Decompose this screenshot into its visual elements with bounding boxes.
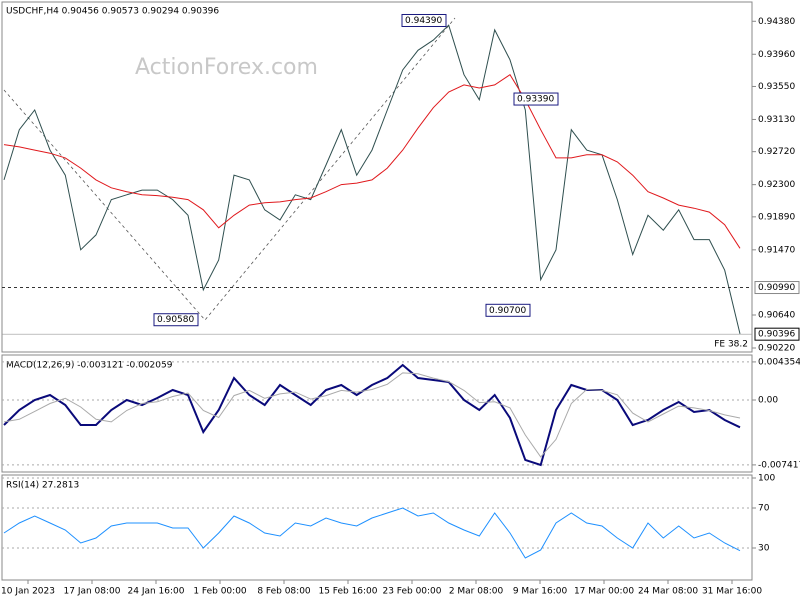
- y-tick-label: -0.007417: [758, 460, 800, 470]
- y-tick-label: 0.94380: [758, 17, 795, 27]
- x-tick-label: 1 Feb 00:00: [193, 587, 247, 597]
- annotation-label: 0.93390: [517, 95, 554, 105]
- y-tick-label: 100: [758, 474, 775, 484]
- chart-title: USDCHF,H4 0.90456 0.90573 0.90294 0.9039…: [6, 7, 219, 17]
- y-tick-label: 30: [758, 544, 770, 554]
- series-line: [3, 24, 741, 335]
- y-tick-label: 0.90640: [758, 311, 795, 321]
- series-line: [3, 507, 741, 559]
- y-tick-label: 0.92720: [758, 147, 795, 157]
- level-label: 0.90990: [758, 283, 795, 293]
- annotation-box: [513, 92, 559, 106]
- rsi-title: RSI(14) 27.2813: [6, 481, 79, 491]
- x-tick-label: 10 Jan 2023: [1, 587, 55, 597]
- series-line: [3, 372, 741, 458]
- annotation-label: 0.90700: [489, 306, 526, 316]
- y-tick-label: 0.90220: [758, 344, 795, 354]
- x-tick-label: 2 Mar 08:00: [449, 587, 504, 597]
- y-tick-label: 0.93130: [758, 115, 795, 125]
- series-line: [3, 363, 741, 467]
- x-tick-label: 17 Mar 00:00: [574, 587, 634, 597]
- x-tick-label: 24 Mar 08:00: [638, 587, 698, 597]
- x-tick-label: 17 Jan 08:00: [64, 587, 121, 597]
- y-tick-label: 0.91890: [758, 212, 795, 222]
- macd-panel: [1, 354, 753, 473]
- x-tick-label: 31 Mar 16:00: [702, 587, 762, 597]
- main-panel: [1, 1, 753, 353]
- y-tick-label: 0.91470: [758, 245, 795, 255]
- y-tick-label: 0.00: [758, 396, 778, 406]
- annotation-box: [401, 13, 447, 27]
- level-box: [754, 281, 800, 295]
- y-tick-label: 0.93960: [758, 50, 795, 60]
- rsi-panel: [1, 474, 753, 581]
- x-tick-label: 15 Feb 16:00: [318, 587, 377, 597]
- x-tick-label: 8 Feb 08:00: [257, 587, 311, 597]
- x-tick-label: 23 Feb 00:00: [382, 587, 441, 597]
- y-tick-label: 0.92300: [758, 180, 795, 190]
- current-box: [754, 327, 800, 341]
- trend-lines: [3, 17, 456, 321]
- fe-label: FE 38.2: [714, 340, 748, 350]
- annotation-label: 0.90580: [157, 315, 194, 325]
- series-line: [3, 73, 741, 249]
- current-label: 0.90396: [758, 330, 795, 340]
- annotation-box: [485, 303, 531, 317]
- watermark: ActionForex.com: [135, 55, 318, 80]
- macd-title: MACD(12,26,9) -0.003121 -0.002059: [6, 361, 173, 371]
- x-tick-label: 9 Mar 16:00: [513, 587, 568, 597]
- y-tick-label: 70: [758, 504, 770, 514]
- y-tick-label: 0.004354: [758, 357, 800, 367]
- annotation-box: [153, 313, 199, 327]
- annotation-label: 0.94390: [405, 16, 442, 26]
- y-tick-label: 0.93550: [758, 82, 795, 92]
- x-tick-label: 24 Jan 16:00: [128, 587, 185, 597]
